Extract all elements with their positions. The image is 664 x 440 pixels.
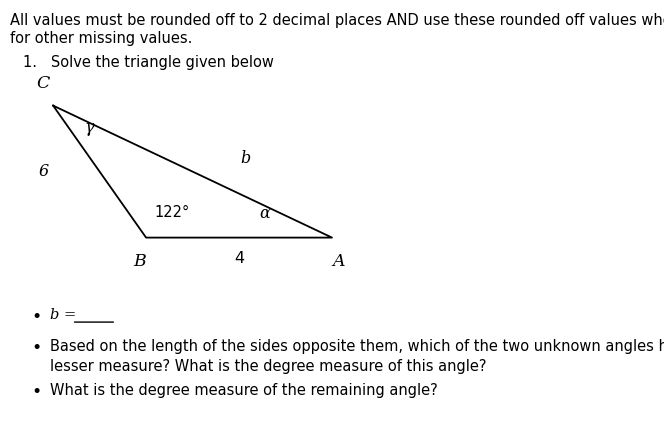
Text: What is the degree measure of the remaining angle?: What is the degree measure of the remain… (50, 383, 438, 398)
Text: b: b (240, 150, 251, 167)
Text: B: B (133, 253, 146, 270)
Text: 1.   Solve the triangle given below: 1. Solve the triangle given below (23, 55, 274, 70)
Text: 4: 4 (234, 251, 244, 266)
Text: •: • (32, 383, 42, 401)
Text: γ: γ (85, 119, 94, 136)
Text: for other missing values.: for other missing values. (10, 31, 193, 46)
Text: •: • (32, 339, 42, 357)
Text: α: α (259, 205, 270, 222)
Text: b =: b = (50, 308, 76, 322)
Text: A: A (333, 253, 345, 270)
Text: C: C (37, 75, 50, 92)
Text: 6: 6 (38, 163, 48, 180)
Text: lesser measure? What is the degree measure of this angle?: lesser measure? What is the degree measu… (50, 359, 486, 374)
Text: 122°: 122° (154, 205, 189, 220)
Text: •: • (32, 308, 42, 326)
Text: All values must be rounded off to 2 decimal places AND use these rounded off val: All values must be rounded off to 2 deci… (10, 13, 664, 28)
Text: Based on the length of the sides opposite them, which of the two unknown angles : Based on the length of the sides opposit… (50, 339, 664, 354)
